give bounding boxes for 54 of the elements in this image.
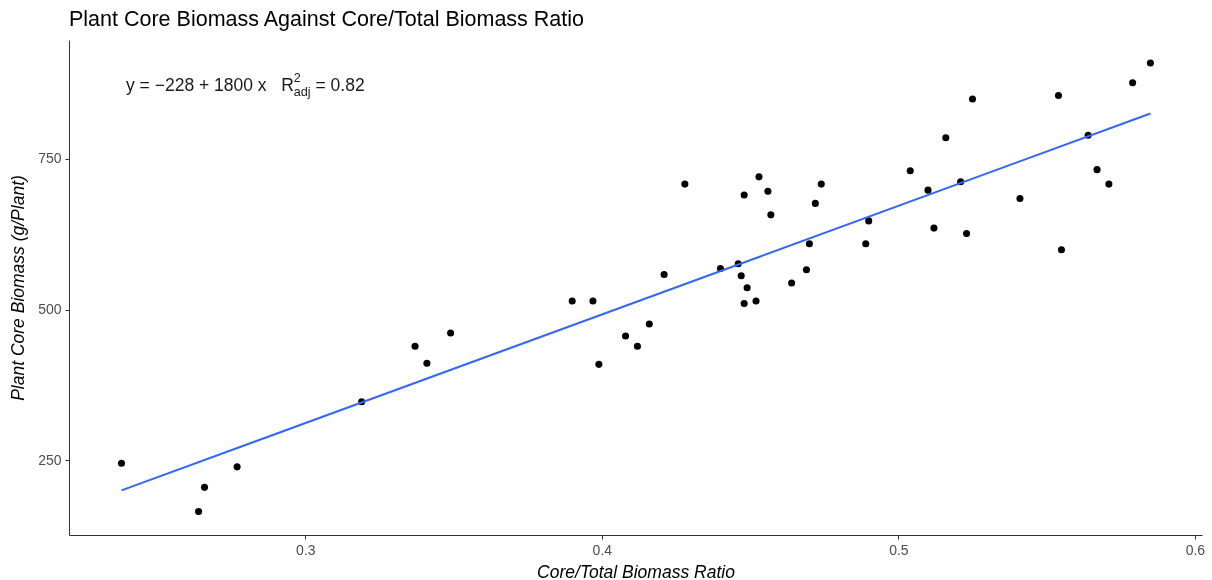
point <box>411 342 419 350</box>
point <box>755 173 763 181</box>
point <box>233 463 241 471</box>
x-tick-label: 0.4 <box>592 541 613 558</box>
point <box>423 359 431 367</box>
point <box>195 507 203 516</box>
x-tick-label: 0.5 <box>889 541 909 558</box>
point <box>788 279 796 287</box>
annotation: y = −228 + 1800 x R$^{2}$$_{adj}$ = 0.82 <box>126 71 365 99</box>
point <box>862 240 870 248</box>
y-tick-label: 750 <box>38 150 62 167</box>
point <box>681 180 689 188</box>
x-axis-title: Core/Total Biomass Ratio <box>537 561 736 580</box>
point <box>924 186 932 194</box>
point <box>740 299 748 308</box>
point <box>1105 180 1113 188</box>
point <box>968 95 977 103</box>
point <box>1093 166 1101 174</box>
y-tick-label: 500 <box>38 301 62 318</box>
x-tick-label: 0.6 <box>1185 541 1206 558</box>
point <box>811 199 819 207</box>
point <box>805 240 813 248</box>
point <box>767 211 775 219</box>
point <box>660 271 668 279</box>
point <box>117 459 126 467</box>
point <box>752 297 760 305</box>
point <box>589 297 597 305</box>
x-tick-label: 0.3 <box>296 541 316 558</box>
point <box>930 224 938 232</box>
point <box>645 320 653 328</box>
point <box>1146 59 1154 67</box>
point <box>568 297 576 305</box>
point <box>633 342 641 350</box>
point <box>743 284 751 292</box>
point <box>1016 195 1024 203</box>
y-tick-label: 250 <box>38 451 62 468</box>
point <box>817 180 825 188</box>
chart-title: Plant Core Biomass Against Core/Total Biomass Ratio <box>69 6 585 31</box>
point <box>737 272 745 280</box>
point <box>200 483 209 491</box>
point <box>595 360 603 368</box>
point <box>942 134 950 142</box>
point <box>622 332 630 340</box>
y-axis-title: Plant Core Biomass (g/Plant) <box>8 175 29 401</box>
point <box>1054 91 1063 99</box>
point <box>906 167 914 175</box>
point <box>764 187 772 195</box>
point <box>447 329 455 337</box>
point <box>865 217 873 225</box>
point <box>802 266 810 274</box>
point <box>740 191 748 199</box>
point <box>1129 79 1137 87</box>
point <box>1057 246 1065 254</box>
point <box>963 230 971 238</box>
